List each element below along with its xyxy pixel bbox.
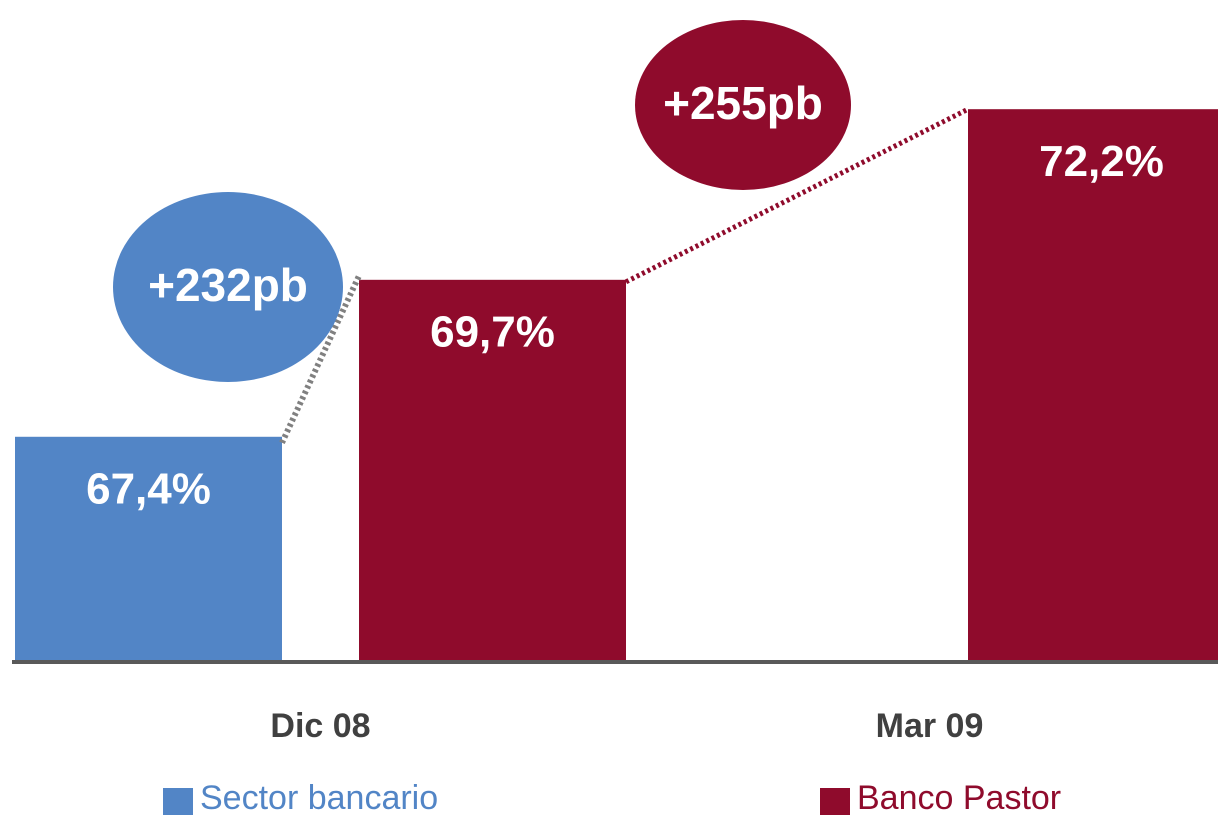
annotation: +232pb	[148, 259, 308, 311]
annotation: +255pb	[663, 77, 823, 129]
annotation-bubble	[635, 20, 851, 190]
legend-label: Banco Pastor	[857, 779, 1061, 815]
x-tick-label: Dic 08	[270, 707, 370, 745]
legend-swatch	[163, 788, 193, 815]
legend-label: Sector bancario	[200, 779, 438, 815]
connector	[279, 274, 362, 445]
bar	[359, 279, 626, 662]
value-label: 72,2%	[1039, 137, 1164, 186]
legend-swatch	[820, 788, 850, 815]
value-label: 67,4%	[86, 464, 211, 513]
bar	[968, 109, 1218, 663]
annotation-bubble	[113, 192, 343, 382]
bar	[15, 436, 282, 662]
connector	[624, 106, 970, 285]
x-tick-label: Mar 09	[876, 707, 984, 745]
value-label: 69,7%	[430, 307, 555, 356]
